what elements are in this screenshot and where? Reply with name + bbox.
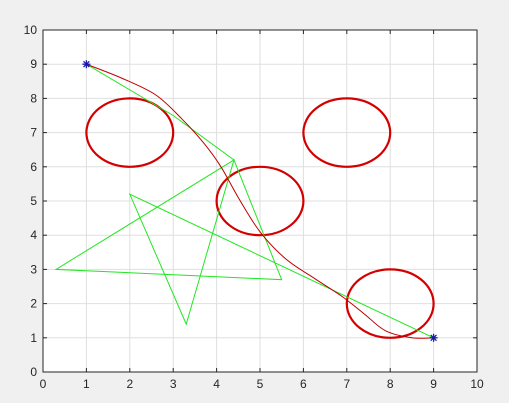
obstacle-circle-1 <box>85 97 175 168</box>
y-tick-label: 5 <box>30 194 37 208</box>
x-tick-label: 4 <box>213 377 220 391</box>
y-tick-label: 4 <box>30 228 37 242</box>
y-tick-label: 2 <box>30 297 37 311</box>
x-tick-label: 8 <box>387 377 394 391</box>
y-tick-label: 6 <box>30 160 37 174</box>
y-tick-label: 7 <box>30 126 37 140</box>
y-tick-label: 8 <box>30 91 37 105</box>
y-tick-label: 1 <box>30 331 37 345</box>
start-marker <box>82 60 91 69</box>
x-tick-label: 5 <box>257 377 264 391</box>
red-path-line <box>86 63 434 339</box>
y-tick-label: 9 <box>30 57 37 71</box>
axes-frame <box>42 29 478 373</box>
x-tick-label: 3 <box>170 377 177 391</box>
x-tick-label: 6 <box>300 377 307 391</box>
x-tick-label: 2 <box>126 377 133 391</box>
y-tick-label: 3 <box>30 262 37 276</box>
x-tick-label: 1 <box>83 377 90 391</box>
x-tick-label: 9 <box>430 377 437 391</box>
obstacle-circle-4 <box>345 268 435 339</box>
x-tick-label: 0 <box>40 377 47 391</box>
paths <box>54 63 434 339</box>
x-tick-labels: 0 1 2 3 4 5 6 7 8 9 10 <box>40 377 484 391</box>
green-path-line <box>54 63 434 339</box>
y-tick-label: 0 <box>30 365 37 379</box>
obstacle-circle-2 <box>302 97 392 168</box>
goal-marker <box>429 333 438 342</box>
x-tick-label: 10 <box>470 377 484 391</box>
y-tick-labels: 0 1 2 3 4 5 6 7 8 9 10 <box>24 23 38 379</box>
markers <box>82 60 438 342</box>
obstacle-circle-3 <box>215 165 305 237</box>
x-tick-label: 7 <box>343 377 350 391</box>
y-tick-label: 10 <box>24 23 38 37</box>
obstacles <box>85 97 435 339</box>
